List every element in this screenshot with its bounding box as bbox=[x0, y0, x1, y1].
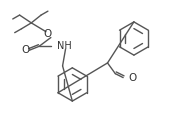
Text: O: O bbox=[44, 29, 52, 39]
Text: O: O bbox=[128, 73, 136, 83]
Text: NH: NH bbox=[57, 41, 72, 51]
Text: O: O bbox=[21, 45, 30, 55]
